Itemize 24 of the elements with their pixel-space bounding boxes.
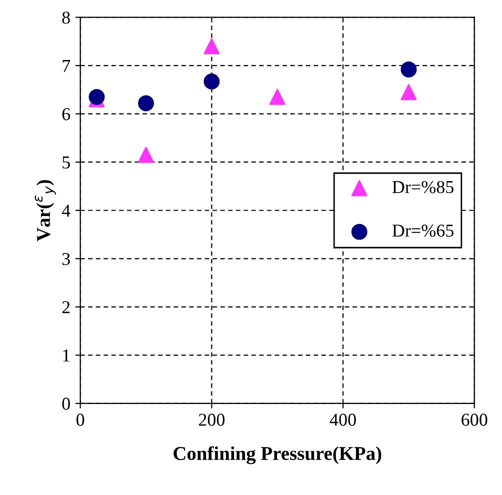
y-tick-label: 5 [62, 156, 70, 169]
y-tick-label: 1 [63, 350, 70, 362]
point [204, 74, 220, 90]
y-tick-label: 6 [62, 108, 70, 120]
y-tick-label: 4 [62, 204, 70, 217]
point [400, 61, 417, 78]
y-tick-label: 8 [62, 12, 70, 24]
legend-label: Dr=%85 [392, 180, 454, 194]
x-tick-label: 200 [198, 414, 225, 426]
x-tick-label: 400 [330, 414, 356, 426]
y-tick-label: 0 [62, 398, 70, 410]
point [400, 84, 417, 100]
point [138, 146, 154, 163]
y-tick-label: 2 [62, 301, 70, 314]
y-tick-label: 7 [62, 60, 70, 72]
x-axis-title: Confining Pressure(KPa) [174, 446, 382, 464]
x-tick-label: 0 [76, 414, 84, 426]
point [204, 38, 220, 54]
y-tick-label: 3 [62, 252, 70, 266]
y-axis-title: Var($^{ε}$$_{y}$) [34, 180, 56, 242]
point [269, 88, 286, 105]
x-tick-label: 600 [462, 414, 488, 426]
point [138, 95, 154, 112]
legend-label: Dr=%65 [392, 224, 454, 237]
